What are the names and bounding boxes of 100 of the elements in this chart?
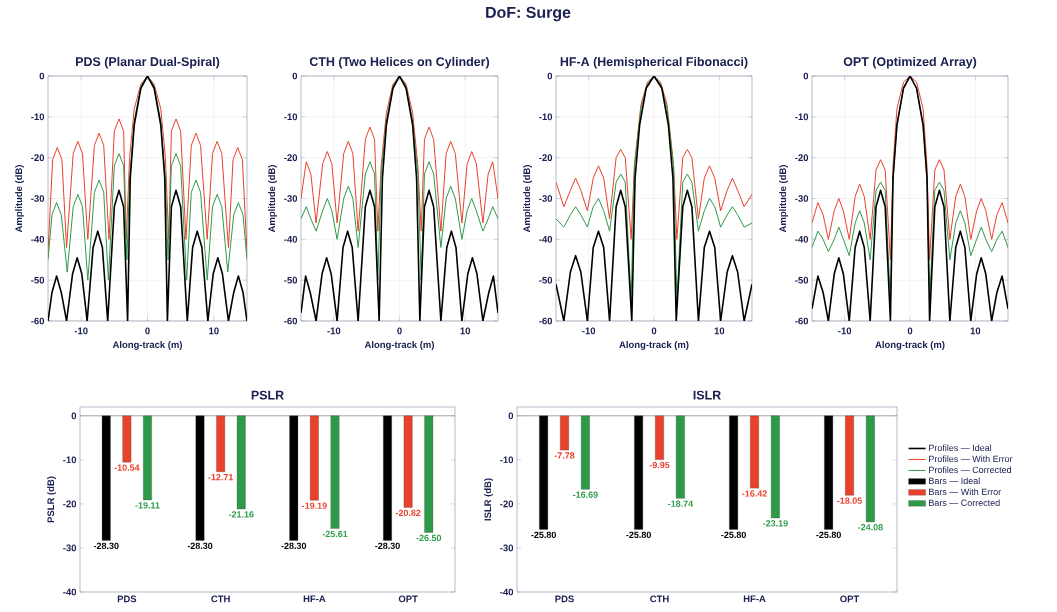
x-tick-label: -10: [838, 327, 852, 335]
x-tick-label: 0: [907, 327, 913, 335]
data-label: -18.05: [837, 497, 862, 504]
line-series: [301, 76, 498, 232]
y-tick-label: 0: [71, 412, 77, 420]
data-label: -25.80: [626, 531, 651, 539]
y-tick-label: -60: [539, 317, 553, 325]
y-tick-label: 0: [292, 72, 298, 80]
y-axis-title: Amplitude (dB): [523, 165, 532, 233]
data-label: -28.30: [375, 542, 400, 550]
chart-title: HF-A (Hemispherical Fibonacci): [560, 56, 748, 69]
y-tick-label: 0: [547, 72, 553, 80]
y-tick-label: -40: [539, 235, 553, 243]
y-tick-label: -20: [31, 154, 45, 162]
data-label: -24.08: [858, 524, 883, 531]
data-label: -23.19: [763, 520, 788, 527]
y-tick-label: -30: [31, 195, 45, 202]
data-label: -9.95: [649, 461, 670, 469]
x-tick-label: 0: [397, 327, 402, 335]
x-tick-label: PDS: [555, 595, 574, 603]
x-tick-label: -10: [582, 327, 596, 335]
x-tick-label: HF-A: [743, 595, 766, 603]
data-label: -28.30: [281, 542, 307, 550]
chart-title: ISLR: [693, 390, 721, 400]
y-axis-title: Amplitude (dB): [268, 165, 277, 233]
y-tick-label: 0: [39, 72, 45, 80]
data-label: -28.30: [187, 542, 213, 550]
y-tick-label: -20: [795, 154, 809, 162]
legend-label: Bars — Ideal: [929, 477, 980, 485]
data-label: -28.30: [93, 542, 119, 550]
x-tick-label: -10: [327, 327, 341, 335]
y-tick-label: -60: [31, 317, 45, 325]
y-tick-label: -40: [500, 588, 514, 596]
y-tick-label: -10: [500, 456, 514, 464]
x-tick-label: CTH: [211, 595, 230, 603]
y-tick-label: -50: [795, 276, 809, 284]
y-tick-label: -30: [63, 544, 77, 552]
text: Profiles — Corrected: [929, 466, 1012, 474]
legend-label: Bars — With Error: [929, 488, 1001, 495]
y-tick-label: -20: [500, 500, 514, 508]
y-tick-label: 0: [803, 72, 809, 80]
x-tick-label: -10: [74, 327, 88, 335]
y-tick-label: -10: [795, 113, 809, 121]
data-label: -26.50: [416, 534, 442, 542]
y-tick-label: -30: [500, 544, 514, 552]
y-tick-label: -40: [31, 235, 45, 243]
line-series: [48, 76, 247, 321]
y-tick-label: -30: [795, 195, 809, 202]
x-tick-label: 10: [714, 327, 725, 335]
chart-title: PSLR: [251, 390, 284, 400]
data-label: -10.54: [114, 464, 140, 471]
data-label: -25.80: [816, 531, 841, 539]
y-axis-title: Amplitude (dB): [15, 165, 24, 233]
x-tick-label: OPT: [398, 595, 418, 603]
x-tick-label: 0: [145, 327, 150, 335]
x-tick-label: HF-A: [303, 595, 326, 603]
x-tick-label: CTH: [650, 595, 669, 603]
y-tick-label: -30: [284, 195, 298, 202]
chart-title: OPT (Optimized Array): [843, 56, 977, 69]
y-tick-label: 0: [508, 412, 514, 420]
y-tick-label: -10: [539, 113, 553, 121]
data-label: -18.74: [668, 500, 694, 507]
y-tick-label: -50: [31, 276, 45, 284]
x-tick-label: 10: [970, 327, 981, 335]
data-label: -25.80: [721, 531, 746, 539]
y-tick-label: -10: [63, 456, 77, 464]
x-tick-label: PDS: [117, 595, 137, 603]
text: Profiles — With Error: [929, 455, 1013, 463]
x-axis-title: Along-track (m): [875, 341, 945, 350]
y-tick-label: -50: [539, 276, 553, 284]
x-axis-title: Along-track (m): [364, 341, 434, 350]
y-tick-label: -20: [284, 154, 298, 162]
x-tick-label: 10: [209, 327, 219, 335]
y-tick-label: -60: [795, 317, 809, 325]
y-tick-label: -40: [795, 235, 809, 243]
text: Profiles — Ideal: [929, 444, 992, 452]
y-axis-title: PSLR (dB): [47, 476, 56, 523]
y-axis-title: ISLR (dB): [484, 478, 493, 521]
y-tick-label: -10: [284, 113, 298, 121]
data-label: -19.19: [302, 502, 327, 509]
y-tick-label: -50: [284, 276, 298, 284]
legend-label: Bars — Corrected: [929, 499, 1000, 506]
data-label: -20.82: [395, 509, 421, 517]
chart-title: CTH (Two Helices on Cylinder): [309, 56, 490, 69]
y-tick-label: -20: [539, 154, 553, 162]
data-label: -12.71: [208, 473, 234, 481]
data-label: -25.80: [531, 531, 556, 539]
x-tick-label: OPT: [840, 595, 860, 603]
data-label: -19.11: [135, 502, 160, 509]
data-label: -16.42: [742, 490, 767, 497]
y-tick-label: -10: [31, 113, 45, 121]
line-series: [301, 76, 498, 321]
line-series: [301, 76, 498, 281]
x-axis-title: Along-track (m): [112, 341, 182, 350]
text: DoF: Surge: [486, 6, 571, 22]
x-axis-title: Along-track (m): [619, 341, 689, 350]
line-series: [812, 76, 1009, 261]
x-tick-label: 10: [460, 327, 471, 335]
chart-title: PDS (Planar Dual-Spiral): [76, 56, 220, 69]
y-tick-label: -30: [539, 195, 553, 202]
